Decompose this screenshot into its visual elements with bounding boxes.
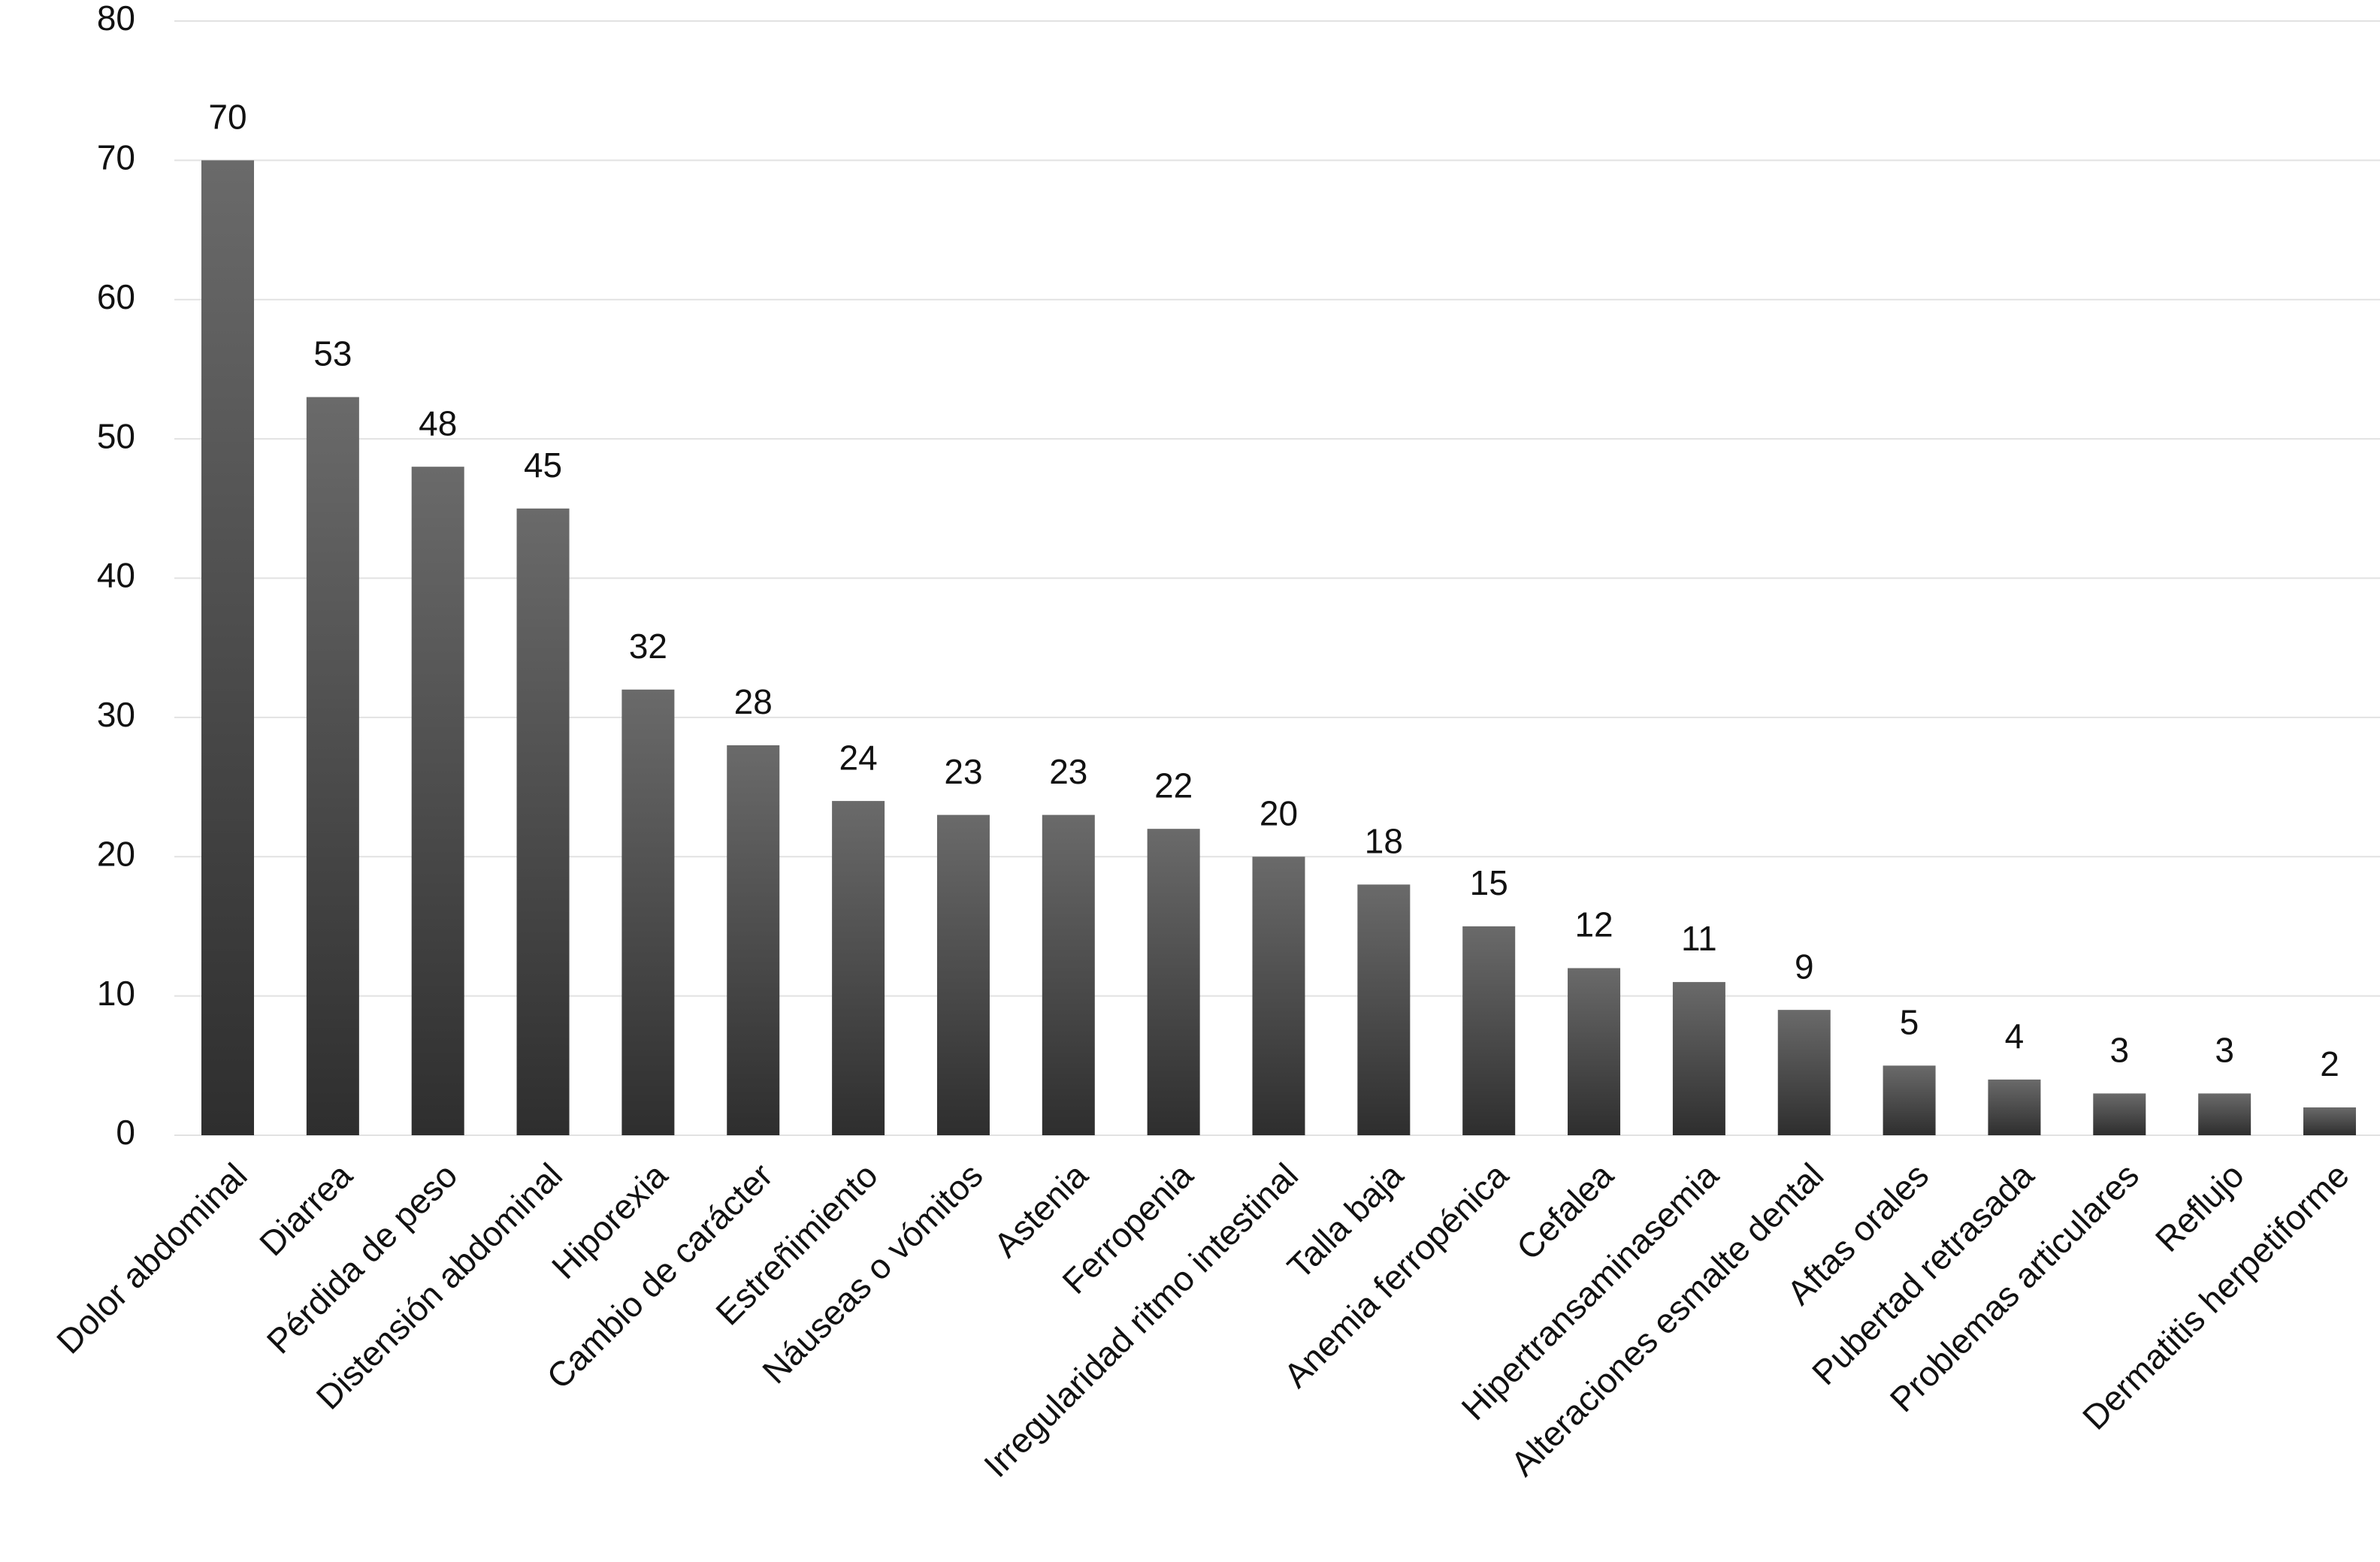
value-label: 9 — [1795, 947, 1814, 986]
value-label: 12 — [1574, 905, 1613, 944]
bar — [2093, 1093, 2146, 1135]
bar — [727, 745, 780, 1135]
x-tick-label: Diarrea — [252, 1156, 360, 1264]
bar — [1252, 857, 1305, 1135]
y-tick-label: 60 — [97, 277, 135, 316]
bar — [1568, 968, 1621, 1135]
value-label: 11 — [1681, 919, 1717, 958]
bar — [621, 689, 675, 1135]
value-label: 32 — [629, 627, 667, 666]
x-tick-label: Dolor abdominal — [49, 1156, 255, 1361]
bar — [936, 814, 990, 1135]
bar — [1883, 1065, 1936, 1135]
bar — [2303, 1107, 2356, 1135]
bar — [2198, 1093, 2251, 1135]
y-tick-label: 70 — [97, 138, 135, 177]
bar — [1462, 926, 1516, 1135]
bar — [1777, 1010, 1831, 1135]
bar — [306, 397, 359, 1135]
bar — [411, 467, 464, 1135]
bar — [1357, 884, 1411, 1135]
value-label: 28 — [734, 682, 773, 721]
value-label: 48 — [419, 403, 457, 443]
value-label: 23 — [944, 752, 982, 791]
value-label: 3 — [2110, 1031, 2130, 1070]
bar — [1042, 814, 1095, 1135]
bar — [201, 160, 254, 1135]
bar — [1672, 982, 1725, 1135]
value-label: 22 — [1154, 766, 1193, 805]
x-tick-label: Pérdida de peso — [259, 1156, 465, 1361]
y-tick-label: 20 — [97, 834, 135, 873]
value-label: 5 — [1900, 1002, 1919, 1041]
value-label: 45 — [524, 446, 562, 485]
value-label: 18 — [1365, 821, 1403, 860]
y-tick-label: 50 — [97, 416, 135, 455]
y-tick-label: 80 — [97, 0, 135, 38]
value-label: 3 — [2215, 1031, 2234, 1070]
value-label: 23 — [1049, 752, 1087, 791]
bar — [1147, 829, 1200, 1135]
y-tick-label: 40 — [97, 556, 135, 595]
value-label: 53 — [313, 334, 352, 373]
value-label: 4 — [2005, 1017, 2025, 1056]
value-label: 2 — [2320, 1044, 2339, 1083]
y-tick-label: 30 — [97, 695, 135, 734]
x-tick-label: Reflujo — [2148, 1156, 2251, 1259]
value-label: 15 — [1470, 863, 1508, 902]
y-tick-label: 10 — [97, 974, 135, 1013]
y-tick-label: 0 — [116, 1113, 135, 1152]
value-label: 20 — [1260, 793, 1298, 832]
bar — [1988, 1079, 2041, 1135]
value-label: 24 — [839, 738, 878, 777]
bar — [516, 508, 570, 1135]
value-label: 70 — [208, 98, 246, 137]
bar — [832, 801, 885, 1135]
